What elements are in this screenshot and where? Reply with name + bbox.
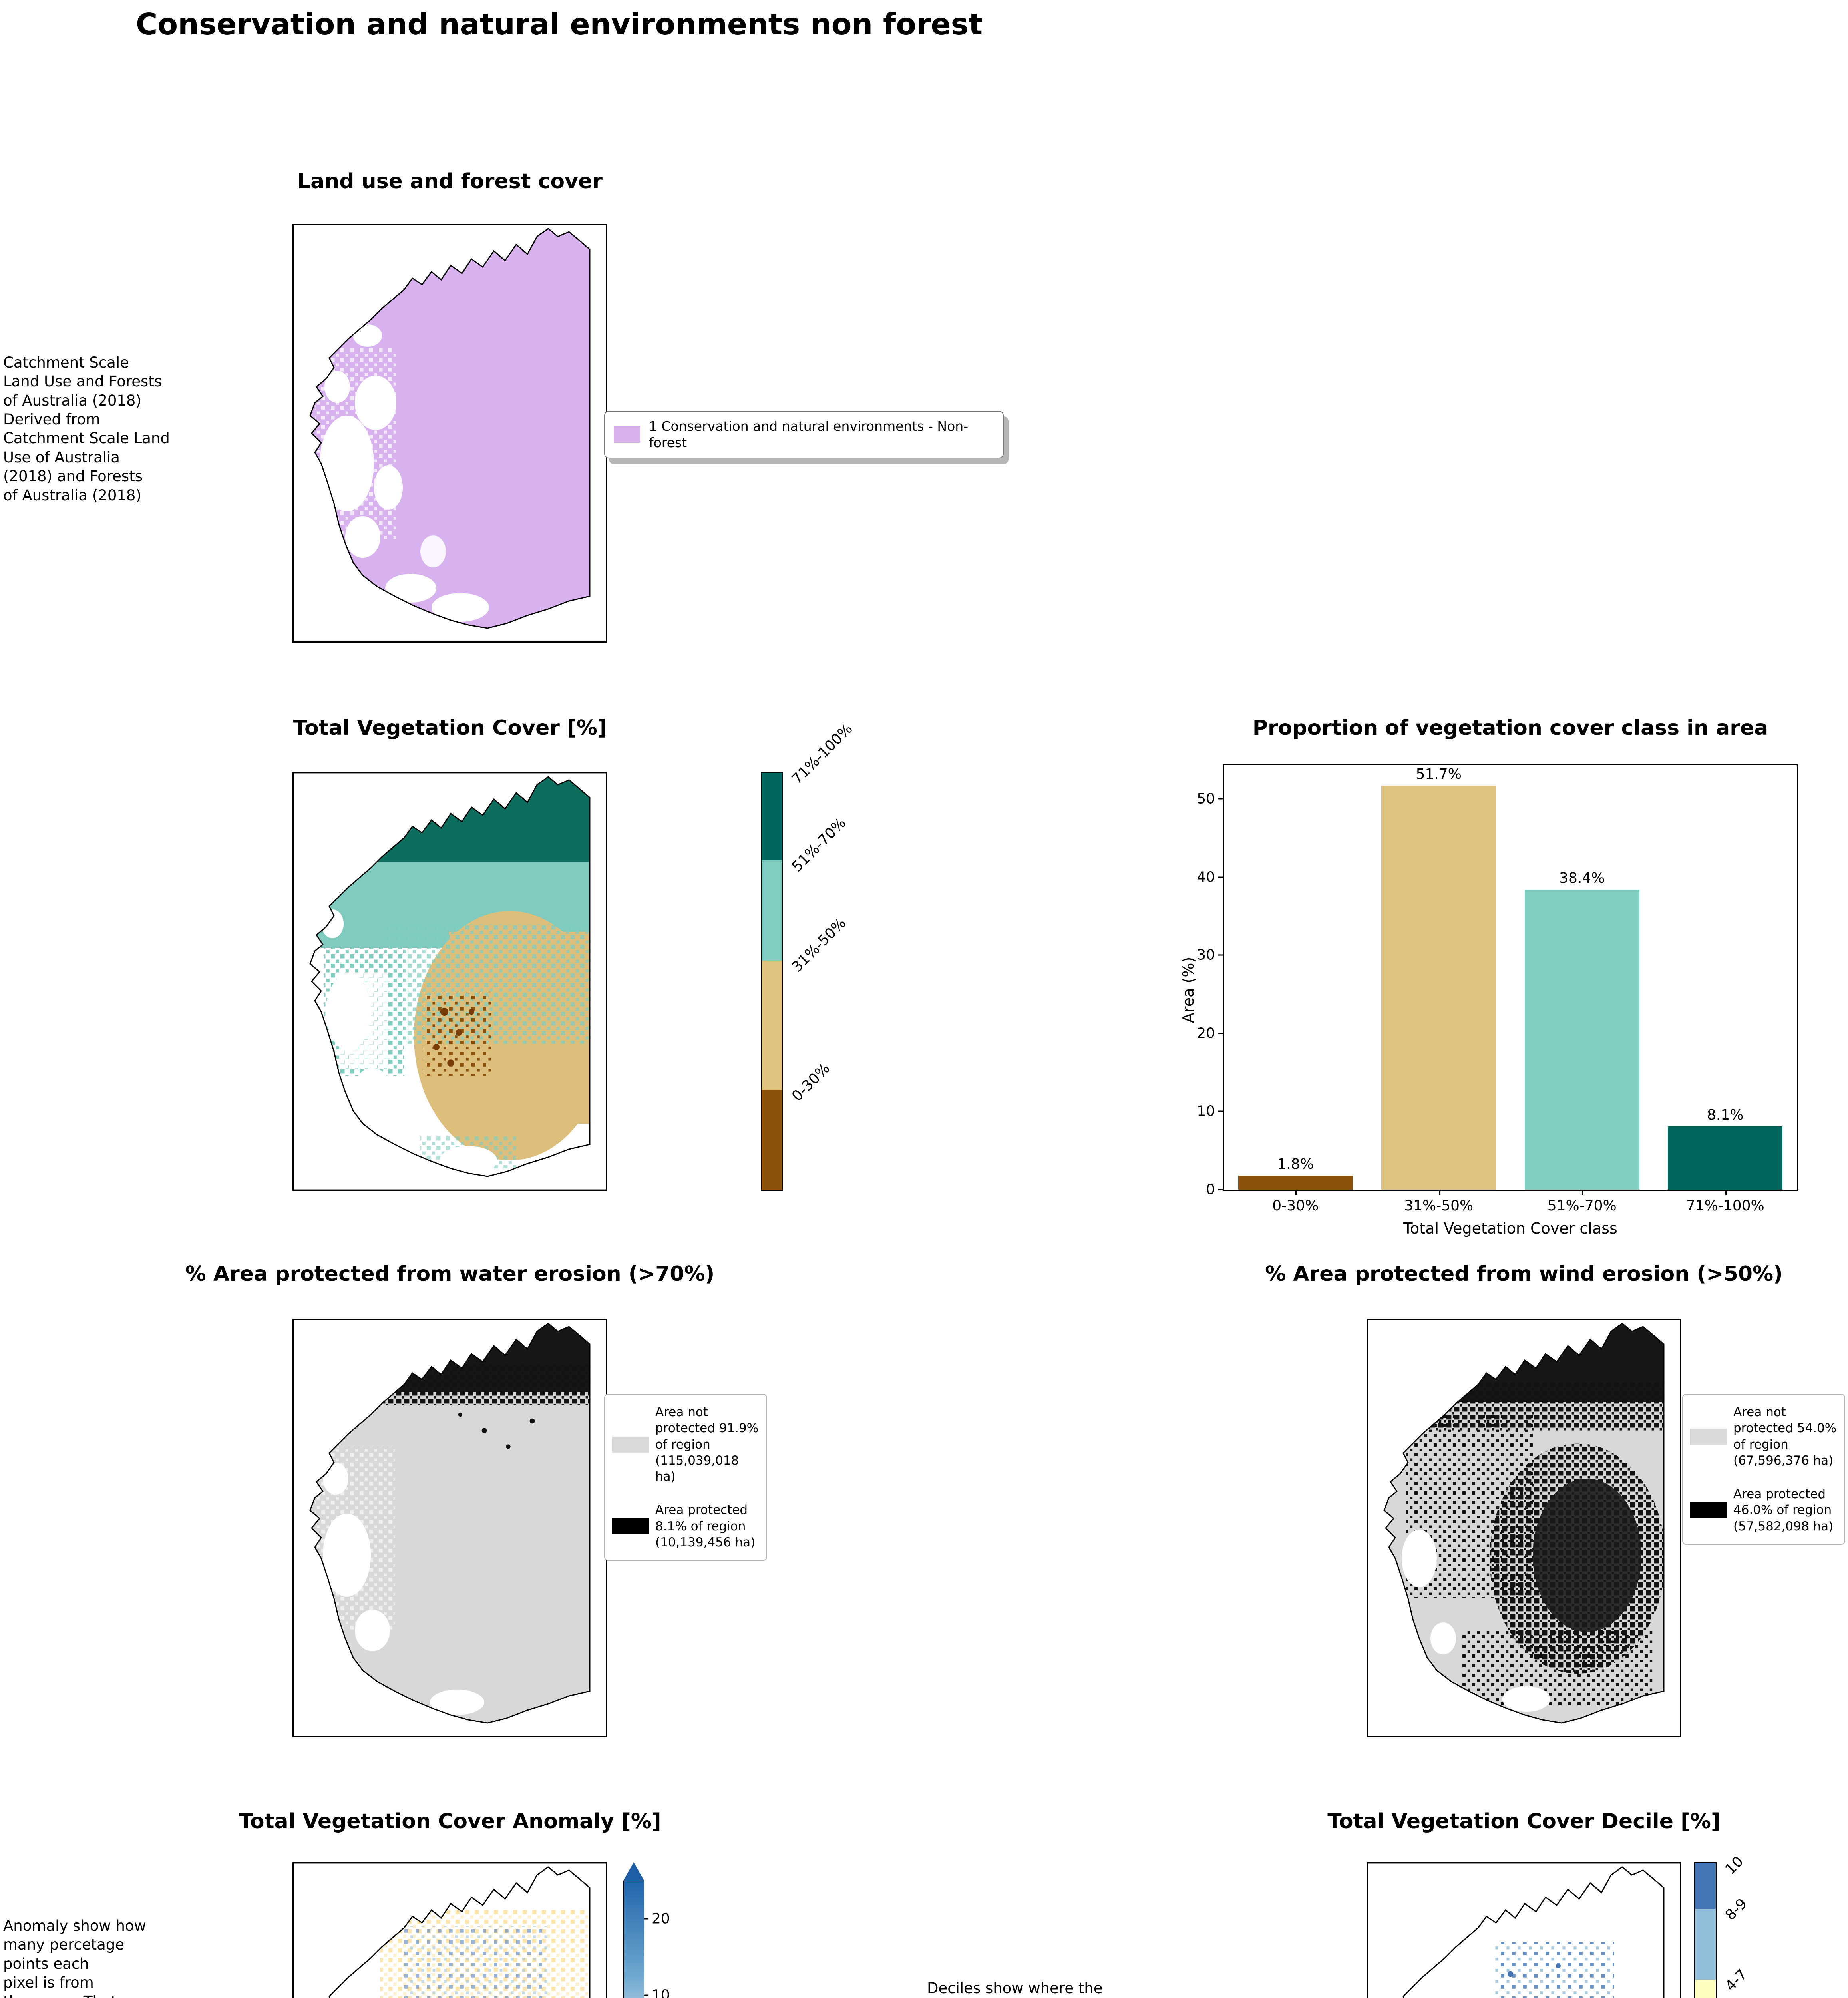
not-protected-swatch: [612, 1436, 649, 1453]
bar-value-label: 51.7%: [1416, 766, 1462, 782]
bar-value-label: 1.8%: [1277, 1156, 1314, 1172]
colorbar-segment: [1695, 1863, 1716, 1909]
anomaly-colorbar: 20100−10−20: [623, 1862, 670, 1998]
chart-x-axis-label: Total Vegetation Cover class: [1403, 1220, 1617, 1237]
colorbar-segment: [762, 960, 782, 1090]
x-tick-label: 31%-50%: [1404, 1198, 1474, 1214]
colorbar-label: 0-30%: [789, 1060, 833, 1105]
y-tick-mark: [1218, 876, 1224, 878]
anomaly-panel-title: Total Vegetation Cover Anomaly [%]: [239, 1809, 661, 1833]
landuse-panel-title: Land use and forest cover: [297, 169, 603, 193]
landuse-legend-swatch: [614, 426, 640, 443]
y-tick-mark: [1218, 954, 1224, 956]
y-tick-label: 10: [1197, 1103, 1215, 1120]
y-tick-label: 30: [1197, 947, 1215, 963]
x-tick-mark: [1295, 1190, 1297, 1195]
colorbar-label: 8-9: [1722, 1895, 1751, 1924]
colorbar-segment: [762, 773, 782, 861]
colorbar-gradient: 20100−10−20: [623, 1881, 670, 1998]
y-tick-mark: [1218, 798, 1224, 800]
page-title: Conservation and natural environments no…: [136, 7, 983, 42]
bar-0-30%: 1.8%: [1238, 1156, 1353, 1190]
vegcover-map: [292, 772, 607, 1191]
not-protected-label: Area not protected 91.9% of region (115,…: [655, 1405, 759, 1484]
decile-caption: Deciles show where the pixel value lies …: [927, 1980, 1103, 1997]
decile-panel-title: Total Vegetation Cover Decile [%]: [1327, 1809, 1721, 1833]
x-tick-label: 0-30%: [1272, 1198, 1319, 1214]
protected-label: Area protected 46.0% of region (57,582,0…: [1733, 1487, 1834, 1534]
landuse-legend: 1 Conservation and natural environments …: [604, 411, 1004, 458]
x-tick-label: 51%-70%: [1547, 1198, 1617, 1214]
y-tick-label: 50: [1197, 790, 1215, 807]
landuse-map: [292, 224, 607, 643]
colorbar-label: 10: [1722, 1853, 1747, 1878]
colorbar-tick-mark: [644, 1918, 648, 1920]
y-tick-mark: [1218, 1189, 1224, 1190]
bar-value-label: 38.4%: [1559, 870, 1605, 886]
colorbar-label: 31%-50%: [789, 915, 849, 975]
not-protected-label: Area not protected 54.0% of region (67,5…: [1733, 1405, 1837, 1468]
wind-erosion-panel-title: % Area protected from wind erosion (>50%…: [1265, 1262, 1783, 1286]
proportion-bar-chart: 0 10 20 30 40 50 1.8% 0-30% 51.7% 31%-50% 38.4% 51%…: [1197, 764, 1798, 1214]
protected-swatch: [612, 1518, 649, 1534]
protected-swatch: [1690, 1502, 1727, 1518]
legend-row: Area protected 46.0% of region (57,582,0…: [1690, 1486, 1837, 1534]
water-erosion-map: [292, 1319, 607, 1737]
bar-value-label: 8.1%: [1707, 1106, 1744, 1123]
colorbar-label: 71%-100%: [789, 720, 856, 788]
bar-slot: 8.1% 71%-100%: [1654, 765, 1797, 1214]
y-tick-mark: [1218, 1033, 1224, 1034]
y-tick-label: 20: [1197, 1025, 1215, 1042]
legend-row: Area not protected 54.0% of region (67,5…: [1690, 1404, 1837, 1469]
vegcover-panel-title: Total Vegetation Cover [%]: [293, 716, 607, 740]
x-tick-mark: [1725, 1190, 1727, 1195]
bar-51%-70%: 38.4%: [1524, 870, 1639, 1190]
decile-map: [1367, 1862, 1681, 1998]
bar-slot: 1.8% 0-30%: [1224, 765, 1367, 1214]
colorbar-upper-arrow: [623, 1862, 644, 1881]
bar-slot: 51.7% 31%-50%: [1367, 765, 1511, 1214]
wind-erosion-map: [1367, 1319, 1681, 1737]
x-tick-mark: [1438, 1190, 1440, 1195]
colorbar-label: 51%-70%: [789, 814, 849, 876]
water-erosion-panel-title: % Area protected from water erosion (>70…: [185, 1262, 715, 1286]
landuse-caption: Catchment Scale Land Use and Forests of …: [3, 354, 170, 504]
y-tick-label: 40: [1197, 869, 1215, 886]
legend-row: Area protected 8.1% of region (10,139,45…: [612, 1502, 759, 1550]
landuse-legend-label: 1 Conservation and natural environments …: [649, 418, 969, 451]
y-tick-mark: [1218, 1110, 1224, 1112]
colorbar-segment: [1695, 1908, 1716, 1980]
proportion-chart-title: Proportion of vegetation cover class in …: [1252, 716, 1768, 740]
y-tick-label: 0: [1206, 1181, 1215, 1198]
colorbar-segment: [762, 1090, 782, 1190]
vegcover-colorbar: 71%-100% 51%-70% 31%-50% 0-30%: [761, 720, 856, 1191]
chart-y-axis-label: Area (%): [1180, 957, 1197, 1023]
x-tick-mark: [1582, 1190, 1583, 1195]
colorbar-tick-mark: [644, 1994, 648, 1996]
legend-row: Area not protected 91.9% of region (115,…: [612, 1404, 759, 1485]
not-protected-swatch: [1690, 1428, 1727, 1445]
wind-erosion-legend: Area not protected 54.0% of region (67,5…: [1682, 1394, 1845, 1545]
colorbar-segment: [1695, 1980, 1716, 1998]
anomaly-caption: Anomaly show how many percetage points e…: [3, 1917, 146, 1998]
anomaly-map: [292, 1862, 607, 1998]
protected-label: Area protected 8.1% of region (10,139,45…: [655, 1503, 756, 1550]
bar-31%-50%: 51.7%: [1381, 766, 1496, 1190]
x-tick-label: 71%-100%: [1686, 1198, 1764, 1214]
colorbar-tick-label: 20: [652, 1910, 670, 1927]
colorbar-segment: [762, 860, 782, 961]
decile-colorbar: 108-94-72-31: [1694, 1853, 1751, 1998]
bar-71%-100%: 8.1%: [1668, 1107, 1783, 1190]
water-erosion-legend: Area not protected 91.9% of region (115,…: [604, 1394, 767, 1561]
colorbar-tick-label: 10: [652, 1987, 670, 1998]
colorbar-label: 4-7: [1722, 1966, 1751, 1995]
bar-slot: 38.4% 51%-70%: [1510, 765, 1654, 1214]
